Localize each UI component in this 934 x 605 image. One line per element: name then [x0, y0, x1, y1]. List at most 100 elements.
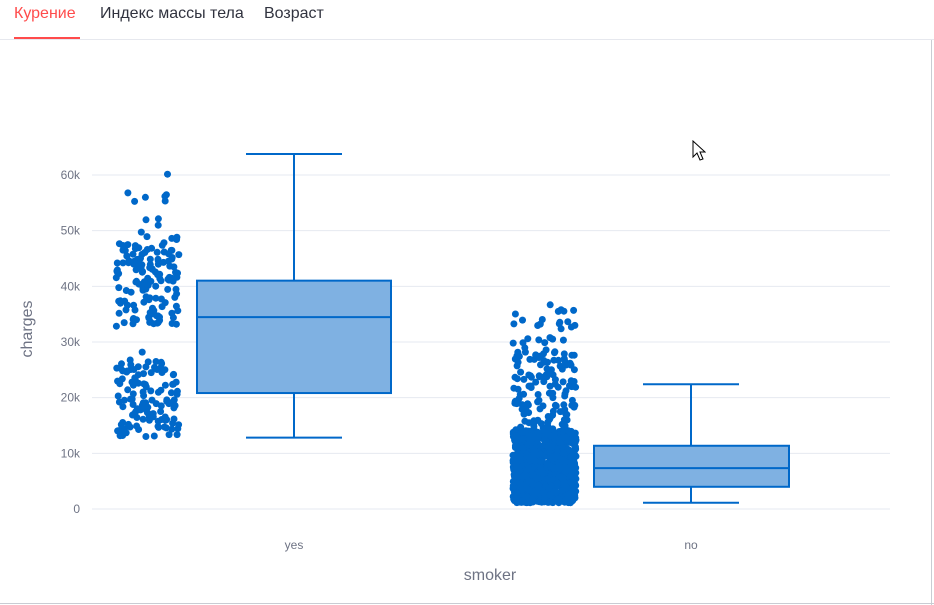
data-point [517, 480, 525, 488]
data-point [545, 370, 553, 377]
data-point [562, 387, 570, 395]
data-point [116, 380, 124, 388]
data-point [556, 362, 564, 370]
tab-bmi[interactable]: Индекс массы тела [100, 5, 244, 22]
data-point [172, 320, 180, 328]
data-point [129, 250, 137, 258]
data-point [119, 242, 127, 249]
data-point [540, 436, 548, 444]
data-point [158, 360, 166, 368]
data-point [142, 383, 150, 391]
data-point [546, 414, 554, 421]
data-point [157, 408, 165, 415]
data-point [115, 284, 123, 292]
data-point [554, 495, 562, 503]
data-point [546, 334, 554, 342]
data-point [539, 489, 547, 497]
y-tick-label: 50k [61, 224, 81, 238]
data-point [567, 377, 575, 385]
data-point [535, 396, 543, 404]
data-point [563, 484, 571, 492]
data-point [173, 233, 181, 241]
data-point [552, 464, 560, 472]
data-point [560, 350, 568, 358]
data-point [518, 486, 526, 494]
data-point [119, 403, 127, 411]
data-point [520, 375, 528, 383]
tab-bar: Курение Индекс массы тела Возраст [0, 0, 934, 40]
data-point [167, 389, 175, 397]
data-point [510, 384, 518, 392]
data-point [131, 306, 139, 314]
data-point [534, 451, 541, 459]
data-point [149, 410, 157, 418]
data-point [123, 367, 131, 375]
data-point [157, 277, 165, 285]
data-point [526, 372, 534, 380]
data-point [552, 488, 560, 496]
data-point [558, 455, 565, 463]
data-point [559, 336, 567, 344]
data-point [175, 251, 183, 259]
data-point [564, 498, 572, 506]
data-point [559, 378, 567, 386]
data-point [534, 434, 542, 442]
data-point [540, 427, 548, 435]
data-point [161, 366, 169, 374]
data-point [170, 396, 178, 404]
data-point [165, 431, 173, 439]
data-point [140, 298, 148, 306]
data-point [554, 307, 562, 315]
data-point [534, 391, 542, 398]
data-point [572, 383, 580, 391]
data-point [174, 307, 182, 315]
data-point [536, 457, 544, 465]
data-point [535, 498, 543, 506]
data-point [172, 285, 180, 293]
data-point [567, 323, 575, 331]
data-point [511, 373, 519, 381]
data-point [122, 287, 130, 294]
y-tick-label: 40k [61, 279, 81, 293]
data-point [549, 394, 557, 402]
data-point [130, 257, 138, 265]
data-point [153, 248, 161, 256]
tab-smoking[interactable]: Курение [14, 5, 76, 22]
box-plot-chart[interactable]: 0 10k 20k 30k 40k 50k 60k yes no smoker charges [0, 40, 930, 602]
data-point [570, 366, 578, 374]
data-point [152, 294, 160, 302]
data-point [155, 423, 163, 431]
x-tick-label-no: no [684, 538, 698, 552]
data-point [151, 363, 158, 371]
data-point [544, 475, 552, 483]
data-point [542, 346, 550, 354]
data-point [514, 396, 522, 404]
data-point [114, 427, 122, 435]
iqr-box [593, 444, 790, 488]
data-point [549, 425, 557, 433]
data-point [164, 285, 172, 293]
box-no [593, 383, 790, 504]
data-point [124, 189, 132, 197]
data-point [523, 493, 531, 501]
data-point [530, 419, 538, 427]
data-point [526, 498, 534, 506]
data-point [556, 438, 564, 446]
data-point [124, 386, 132, 394]
data-point [567, 453, 575, 461]
data-point [517, 368, 525, 376]
scatter-points [112, 170, 580, 507]
data-point [522, 427, 529, 435]
data-point [548, 453, 556, 461]
data-point [168, 425, 176, 433]
data-point [143, 409, 151, 417]
data-point [524, 400, 532, 408]
data-point [164, 170, 171, 178]
data-point [133, 422, 141, 430]
data-point [536, 320, 544, 328]
data-point [142, 363, 150, 371]
boxes [196, 153, 790, 504]
data-point [550, 356, 558, 364]
data-point [161, 381, 169, 389]
tab-age[interactable]: Возраст [264, 5, 324, 22]
